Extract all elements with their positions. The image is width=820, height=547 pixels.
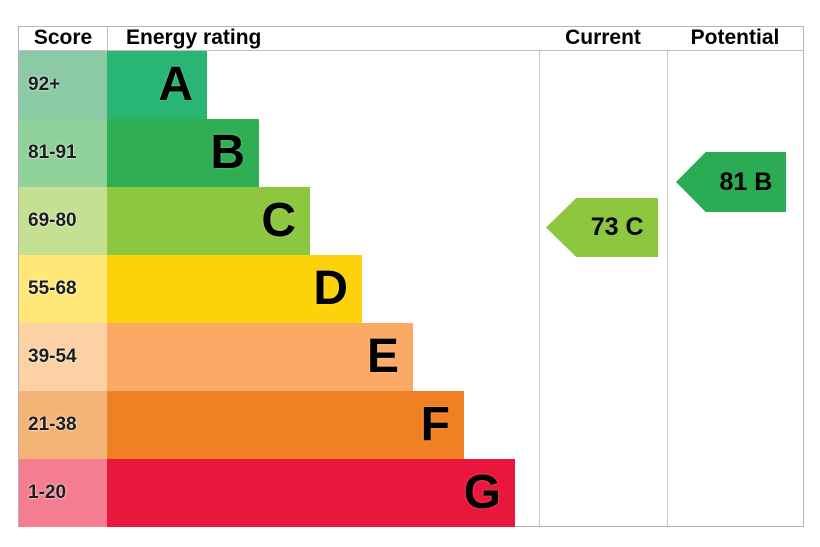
band-letter: G xyxy=(463,466,501,519)
potential-rating-label: 81 B xyxy=(719,167,773,196)
band-row: 69-80 C xyxy=(19,187,803,255)
band-bar: D xyxy=(107,255,362,323)
header-energy-rating: Energy rating xyxy=(126,26,262,49)
band-bar: G xyxy=(107,459,515,527)
header-potential: Potential xyxy=(690,26,780,49)
band-bar: F xyxy=(107,391,464,459)
band-letter: E xyxy=(366,330,399,383)
band-letter: D xyxy=(313,262,348,315)
band-score-range: 69-80 xyxy=(19,187,107,255)
chart-frame: Score Energy rating Current Potential 92… xyxy=(18,26,804,527)
band-row: 55-68 D xyxy=(19,255,803,323)
band-letter: A xyxy=(158,58,193,111)
band-row: 81-91 B xyxy=(19,119,803,187)
band-bar: B xyxy=(107,119,259,187)
band-letter: C xyxy=(261,194,296,247)
current-column-divider xyxy=(539,27,540,526)
header-current: Current xyxy=(565,26,641,49)
band-score-range: 39-54 xyxy=(19,323,107,391)
band-bar: E xyxy=(107,323,413,391)
band-bar: A xyxy=(107,51,207,119)
band-score-range: 92+ xyxy=(19,51,107,119)
band-rows: 92+ A 81-91 B 69-80 C 55-68 D 39-54 E 21… xyxy=(19,51,803,527)
band-score-range: 21-38 xyxy=(19,391,107,459)
band-score-range: 81-91 xyxy=(19,119,107,187)
band-bar: C xyxy=(107,187,310,255)
band-row: 1-20 G xyxy=(19,459,803,527)
band-letter: F xyxy=(420,398,450,451)
band-row: 39-54 E xyxy=(19,323,803,391)
header-column-divider xyxy=(107,27,108,50)
chart-header: Score Energy rating Current Potential xyxy=(19,27,803,51)
potential-column-divider xyxy=(667,27,668,526)
band-letter: B xyxy=(210,126,245,179)
current-rating-label: 73 C xyxy=(590,213,644,241)
band-score-range: 1-20 xyxy=(19,459,107,527)
band-row: 92+ A xyxy=(19,51,803,119)
band-row: 21-38 F xyxy=(19,391,803,459)
band-score-range: 55-68 xyxy=(19,255,107,323)
header-score: Score xyxy=(33,26,93,49)
